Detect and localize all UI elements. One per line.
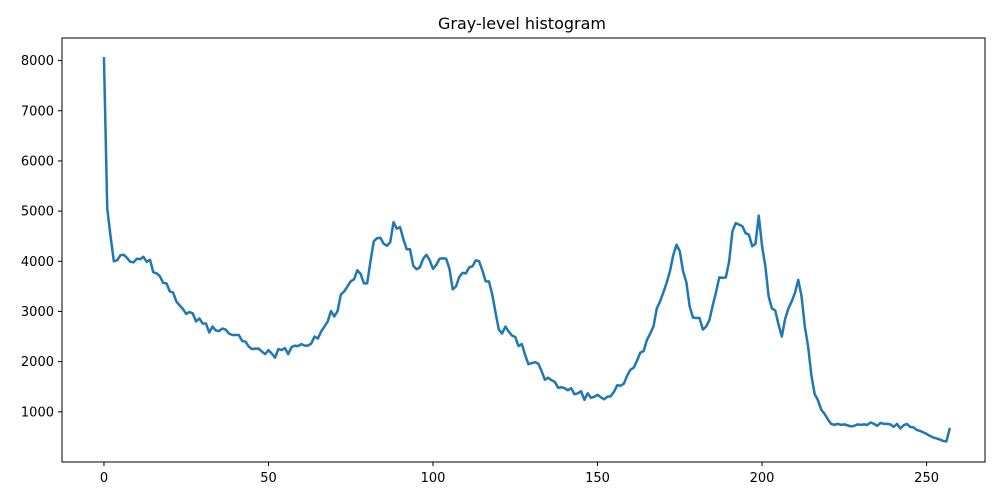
x-tick-label: 50 — [260, 471, 277, 486]
y-axis: 1000 2000 3000 4000 5000 6000 7000 8000 — [21, 54, 62, 420]
x-tick-label: 150 — [585, 471, 610, 486]
x-tick-label: 200 — [750, 471, 775, 486]
y-tick-label: 4000 — [21, 255, 54, 270]
y-tick-label: 2000 — [21, 355, 54, 370]
y-tick-label: 8000 — [21, 54, 54, 69]
x-tick-label: 250 — [914, 471, 939, 486]
plot-frame — [61, 37, 986, 463]
x-axis: 0 50 100 150 200 250 — [100, 462, 939, 486]
y-tick-label: 7000 — [21, 104, 54, 119]
y-tick-label: 5000 — [21, 205, 54, 220]
series-line-histogram — [102, 56, 951, 443]
y-tick-label: 1000 — [21, 405, 54, 420]
chart-title: Gray-level histogram — [438, 14, 606, 33]
y-tick-label: 6000 — [21, 154, 54, 169]
y-tick-label: 3000 — [21, 305, 54, 320]
x-tick-label: 0 — [100, 471, 108, 486]
x-tick-label: 100 — [421, 471, 446, 486]
